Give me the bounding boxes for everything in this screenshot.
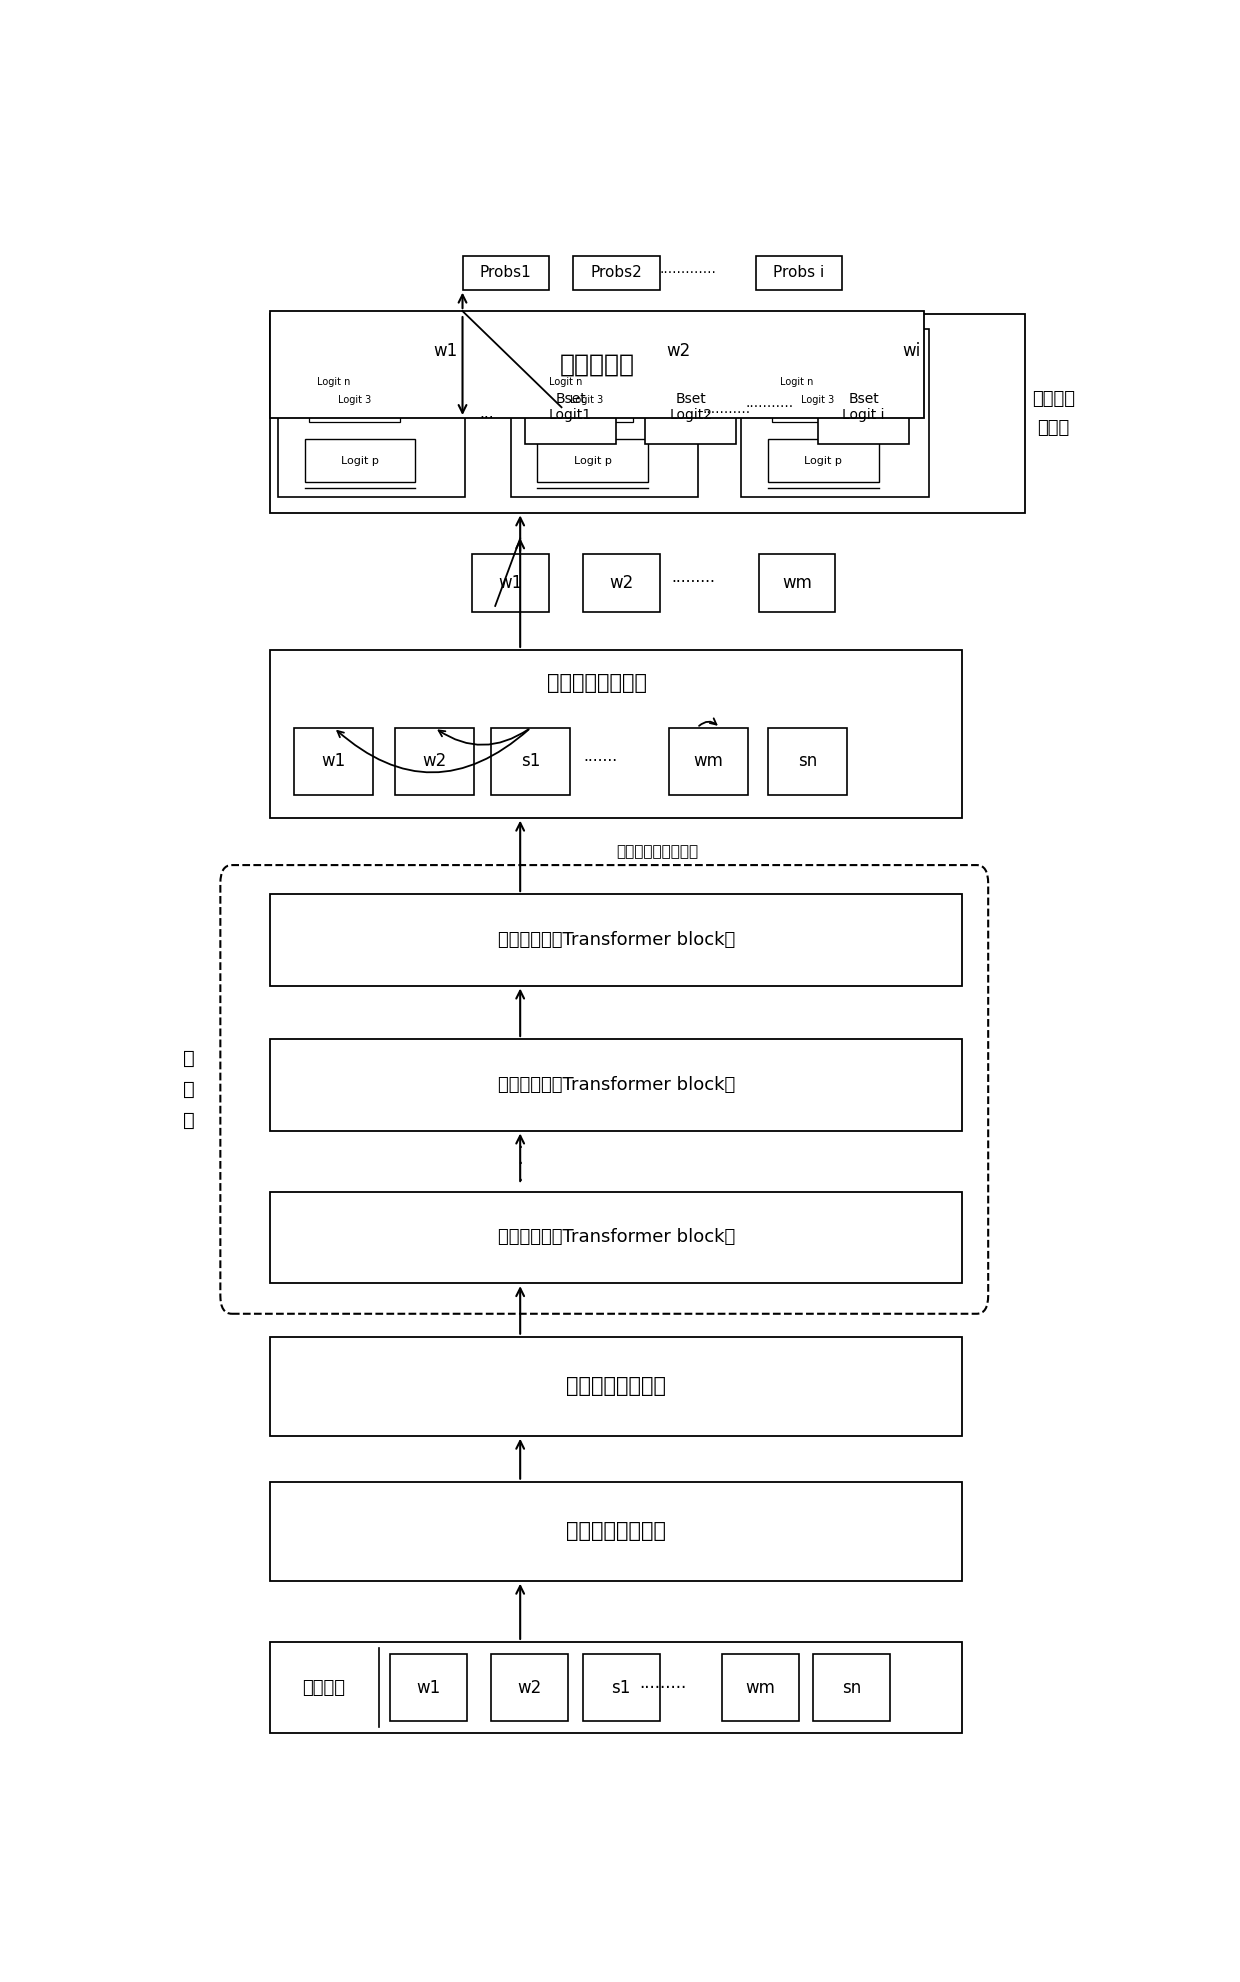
Text: Logit p: Logit p bbox=[805, 456, 842, 466]
Text: ·······: ······· bbox=[583, 753, 618, 769]
Bar bbox=[542, 379, 632, 422]
Text: 双向长短词记忆层: 双向长短词记忆层 bbox=[567, 1376, 666, 1395]
Text: s1: s1 bbox=[611, 1679, 631, 1697]
Bar bbox=[773, 379, 863, 422]
Text: ·
·
·: · · · bbox=[517, 1138, 523, 1189]
Bar bbox=[270, 650, 962, 819]
Text: 句子级编码融入层: 句子级编码融入层 bbox=[547, 674, 647, 694]
Text: 翻译模型层（Transformer block）: 翻译模型层（Transformer block） bbox=[497, 932, 735, 949]
Bar bbox=[270, 894, 962, 985]
Text: ·········: ········· bbox=[671, 575, 715, 591]
Text: Bset
Logit2: Bset Logit2 bbox=[670, 392, 712, 422]
Bar bbox=[270, 1641, 962, 1734]
FancyBboxPatch shape bbox=[221, 864, 988, 1314]
Text: Logit p: Logit p bbox=[341, 456, 379, 466]
Text: ···········: ··········· bbox=[746, 400, 794, 414]
Bar bbox=[391, 1655, 467, 1720]
Text: Logit 3: Logit 3 bbox=[801, 394, 835, 406]
Text: Bset
Logit i: Bset Logit i bbox=[842, 392, 885, 422]
Bar bbox=[722, 1655, 799, 1720]
Bar bbox=[270, 1191, 962, 1282]
Text: wi: wi bbox=[903, 341, 921, 359]
Bar bbox=[396, 727, 474, 795]
Text: 翻译模型层（Transformer block）: 翻译模型层（Transformer block） bbox=[497, 1229, 735, 1247]
Bar bbox=[270, 313, 1024, 513]
Bar bbox=[645, 371, 737, 444]
Bar bbox=[270, 1039, 962, 1130]
Text: w2: w2 bbox=[423, 753, 446, 771]
Text: w2: w2 bbox=[609, 573, 634, 593]
Text: Probs1: Probs1 bbox=[480, 266, 532, 279]
Bar bbox=[294, 727, 373, 795]
Text: 词嵌入层: 词嵌入层 bbox=[301, 1679, 345, 1697]
Text: w1: w1 bbox=[321, 753, 346, 771]
Text: 双向长短词记忆层: 双向长短词记忆层 bbox=[567, 1522, 666, 1542]
Text: Logit n: Logit n bbox=[780, 377, 813, 386]
Text: wm: wm bbox=[782, 573, 812, 593]
Bar bbox=[521, 361, 611, 404]
Bar bbox=[511, 329, 698, 497]
Text: ·········: ········· bbox=[639, 1679, 686, 1697]
Bar bbox=[768, 440, 879, 482]
Bar bbox=[537, 440, 649, 482]
Bar bbox=[813, 1655, 890, 1720]
Text: Logit n: Logit n bbox=[316, 377, 350, 386]
Text: Probs2: Probs2 bbox=[590, 266, 642, 279]
Text: ...: ... bbox=[479, 406, 494, 420]
Bar bbox=[278, 329, 465, 497]
Bar bbox=[463, 256, 549, 289]
Text: Logit 3: Logit 3 bbox=[570, 394, 604, 406]
Text: Logit n: Logit n bbox=[549, 377, 583, 386]
Bar bbox=[525, 371, 616, 444]
Bar bbox=[491, 1655, 568, 1720]
Text: wm: wm bbox=[693, 753, 723, 771]
Text: wm: wm bbox=[745, 1679, 775, 1697]
Text: 输出语境化编码结果: 输出语境化编码结果 bbox=[616, 844, 698, 858]
Bar bbox=[768, 727, 847, 795]
Text: 损失计算层: 损失计算层 bbox=[559, 353, 635, 377]
Text: ···········: ··········· bbox=[703, 406, 751, 420]
Bar bbox=[491, 727, 570, 795]
Bar bbox=[270, 1336, 962, 1435]
Text: Logit 3: Logit 3 bbox=[337, 394, 371, 406]
Text: sn: sn bbox=[842, 1679, 862, 1697]
Bar bbox=[751, 361, 842, 404]
Bar bbox=[759, 553, 836, 612]
Text: w1: w1 bbox=[417, 1679, 441, 1697]
Text: w2: w2 bbox=[666, 341, 691, 359]
Text: 翻译模型层（Transformer block）: 翻译模型层（Transformer block） bbox=[497, 1076, 735, 1094]
Bar bbox=[270, 1483, 962, 1582]
Bar bbox=[309, 379, 401, 422]
Bar bbox=[583, 553, 660, 612]
Text: w2: w2 bbox=[517, 1679, 542, 1697]
Text: ·············: ············· bbox=[660, 266, 717, 279]
Text: s1: s1 bbox=[521, 753, 541, 771]
Bar bbox=[573, 256, 660, 289]
Bar bbox=[670, 727, 748, 795]
Bar bbox=[583, 1655, 660, 1720]
Bar bbox=[472, 553, 549, 612]
Text: 编
码
层: 编 码 层 bbox=[182, 1048, 195, 1130]
Bar bbox=[755, 256, 842, 289]
Bar bbox=[305, 440, 415, 482]
Bar bbox=[270, 311, 924, 418]
Text: Bset
Logit1: Bset Logit1 bbox=[549, 392, 593, 422]
Text: Logit p: Logit p bbox=[574, 456, 611, 466]
Bar bbox=[288, 361, 379, 404]
Text: Probs i: Probs i bbox=[774, 266, 825, 279]
Text: 多参照系
计算层: 多参照系 计算层 bbox=[1032, 390, 1075, 436]
Text: w1: w1 bbox=[434, 341, 458, 359]
Bar bbox=[818, 371, 909, 444]
Text: w1: w1 bbox=[498, 573, 523, 593]
Bar bbox=[742, 329, 929, 497]
Text: sn: sn bbox=[797, 753, 817, 771]
